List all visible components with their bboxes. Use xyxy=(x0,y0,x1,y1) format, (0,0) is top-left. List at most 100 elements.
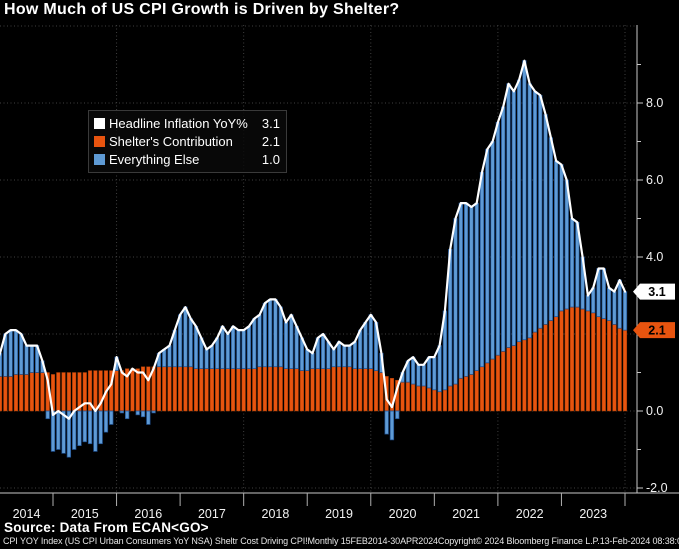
bar-shelter xyxy=(368,368,373,412)
bar-shelter xyxy=(517,341,522,412)
bar-everything-else xyxy=(241,329,246,369)
bar-everything-else xyxy=(310,352,315,369)
bar-shelter xyxy=(24,374,29,412)
bar-everything-else xyxy=(543,114,548,325)
bar-shelter xyxy=(437,391,442,412)
bar-shelter xyxy=(506,347,511,412)
bar-everything-else xyxy=(352,341,358,370)
bar-shelter xyxy=(342,366,347,412)
y-axis: -2.0 0.0 4.0 6.0 8.0 xyxy=(637,64,668,495)
bar-everything-else xyxy=(453,218,458,385)
bar-shelter xyxy=(13,374,18,412)
bar-shelter xyxy=(72,372,77,412)
footer: CPI YOY Index (US CPI Urban Consumers Yo… xyxy=(3,536,679,546)
bar-shelter xyxy=(130,368,135,412)
bar-everything-else xyxy=(538,94,543,329)
bar-shelter xyxy=(172,366,177,412)
bar-shelter xyxy=(374,370,379,412)
bar-shelter xyxy=(294,368,299,412)
bar-everything-else xyxy=(474,202,479,371)
bar-shelter xyxy=(135,368,140,412)
bar-shelter xyxy=(326,368,331,412)
bar-shelter xyxy=(305,370,310,412)
x-year-label: 2019 xyxy=(325,507,353,521)
bar-everything-else xyxy=(124,410,130,420)
bar-everything-else xyxy=(511,91,516,346)
legend-item-everything-else[interactable]: Everything Else 1.0 xyxy=(94,151,280,167)
bar-shelter xyxy=(156,366,161,412)
y-tick-label: 4.0 xyxy=(646,250,663,264)
x-year-label: 2017 xyxy=(198,507,226,521)
bar-shelter xyxy=(193,368,199,412)
x-year-label: 2016 xyxy=(134,507,162,521)
y-tick-label: -2.0 xyxy=(646,481,668,495)
bar-everything-else xyxy=(516,79,522,343)
bar-shelter xyxy=(453,383,458,412)
bar-everything-else xyxy=(612,291,617,325)
bar-shelter xyxy=(363,368,368,412)
bar-shelter xyxy=(501,351,506,412)
bar-everything-else xyxy=(569,218,575,308)
bar-everything-else xyxy=(66,410,72,458)
legend-value-shelter: 2.1 xyxy=(261,133,280,149)
x-axis: 2014 2015 2016 2017 2018 2019 2020 2021 2022 2023 xyxy=(13,493,626,521)
bar-shelter xyxy=(469,374,474,412)
bar-everything-else xyxy=(193,325,199,369)
legend-item-shelter[interactable]: Shelter's Contribution 2.1 xyxy=(94,133,280,149)
bar-everything-else xyxy=(548,137,554,321)
bar-shelter xyxy=(146,366,151,412)
bar-everything-else xyxy=(585,295,591,312)
bar-shelter xyxy=(199,368,204,412)
x-year-label: 2020 xyxy=(389,507,417,521)
bar-shelter xyxy=(379,372,384,412)
bar-everything-else xyxy=(140,410,146,418)
bar-shelter xyxy=(622,329,628,412)
bar-everything-else xyxy=(490,141,495,360)
bar-everything-else xyxy=(294,325,299,369)
footer-copyright-text: Copyright© 2024 Bloomberg Finance L.P. xyxy=(437,536,600,546)
bar-everything-else xyxy=(29,345,34,373)
bar-shelter xyxy=(236,368,241,412)
bar-everything-else xyxy=(236,329,241,369)
value-badge-3.1: 3.1 xyxy=(633,283,675,300)
bar-shelter xyxy=(612,324,617,412)
bar-everything-else xyxy=(421,364,426,387)
bar-everything-else xyxy=(606,287,612,321)
bar-everything-else xyxy=(162,349,167,368)
bar-everything-else xyxy=(622,291,628,331)
bar-shelter xyxy=(40,372,45,412)
bar-everything-else xyxy=(230,325,236,369)
bar-shelter xyxy=(554,316,559,412)
bar-everything-else xyxy=(252,318,257,370)
bar-everything-else xyxy=(103,410,109,433)
x-year-label: 2014 xyxy=(13,507,41,521)
bar-everything-else xyxy=(479,171,485,368)
bar-shelter xyxy=(3,376,8,412)
bar-shelter xyxy=(204,368,209,412)
bar-shelter xyxy=(564,308,569,412)
bar-everything-else xyxy=(151,410,156,414)
bar-shelter xyxy=(178,366,183,412)
bar-shelter xyxy=(411,383,416,412)
legend-swatch-everything-else-icon xyxy=(94,153,105,165)
bar-shelter xyxy=(225,368,230,412)
bar-shelter xyxy=(421,385,426,412)
bar-everything-else xyxy=(167,345,172,368)
y-tick-label: 6.0 xyxy=(646,173,663,187)
bar-shelter xyxy=(591,312,596,412)
bar-shelter xyxy=(252,368,257,412)
bar-shelter xyxy=(416,385,421,412)
bar-shelter xyxy=(485,362,490,412)
bar-everything-else xyxy=(485,148,490,364)
bar-everything-else xyxy=(363,322,368,370)
bar-everything-else xyxy=(24,345,29,375)
bar-everything-else xyxy=(13,329,19,375)
bar-shelter xyxy=(607,320,612,412)
legend-item-headline[interactable]: Headline Inflation YoY% 3.1 xyxy=(94,115,280,131)
bar-shelter xyxy=(490,358,495,412)
bar-everything-else xyxy=(437,345,442,393)
bar-everything-else xyxy=(416,364,421,387)
bar-shelter xyxy=(458,378,463,412)
bar-shelter xyxy=(19,374,24,412)
